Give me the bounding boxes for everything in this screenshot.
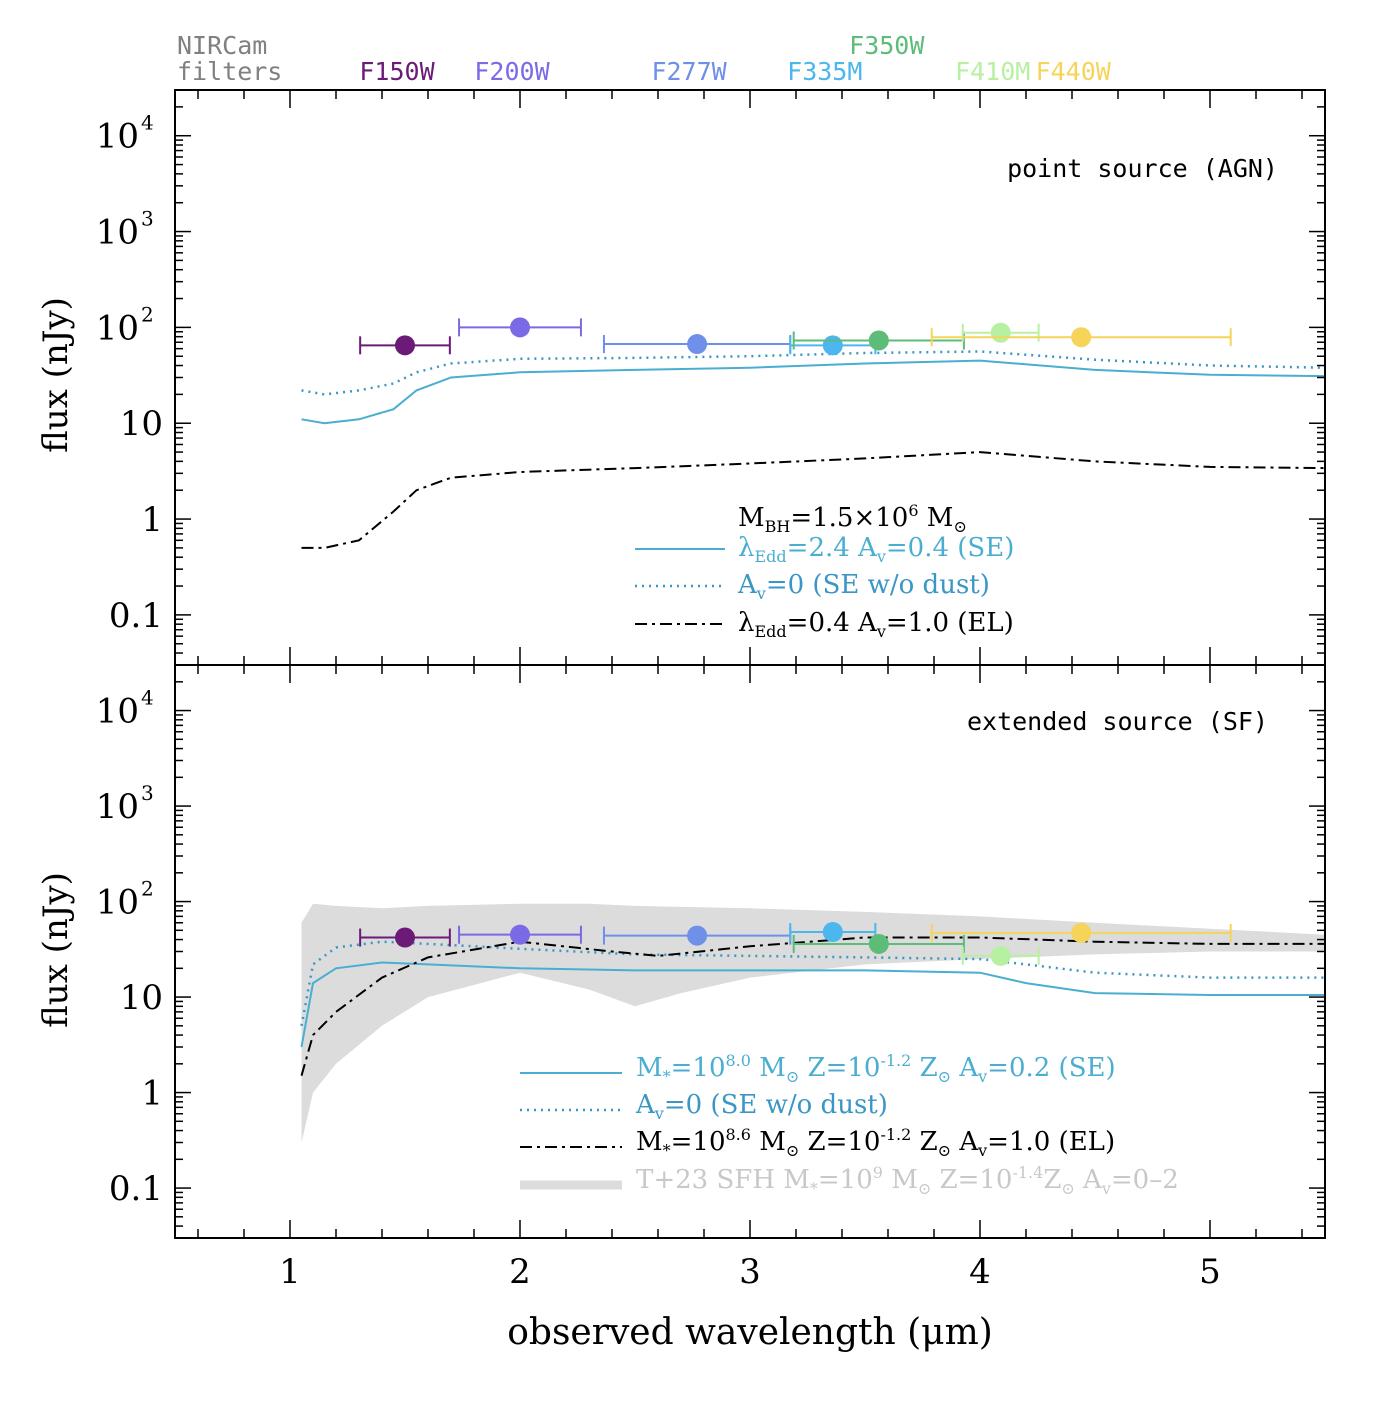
filter-header-line2: filters [177, 57, 282, 86]
ytick-label: 10 [96, 883, 139, 923]
bottom-xticks: 1 2 3 4 5 [197, 665, 1303, 1292]
top-series [301, 350, 1326, 549]
ytick-label: 10 [96, 117, 139, 157]
photometry-point [868, 330, 889, 351]
photometry-point [395, 335, 415, 356]
ytick-label: 0.1 [109, 596, 163, 636]
series-dotted-line [301, 350, 1326, 396]
ytick-exponent: 3 [141, 781, 154, 805]
bottom-panel-title: extended source (SF) [967, 707, 1268, 736]
filter-label-f335m: F335M [787, 57, 862, 86]
sfh-range-band [301, 903, 1325, 1143]
filter-label-f150w: F150W [359, 57, 435, 86]
top-xticks [197, 90, 1303, 665]
t23-sfh-band [301, 903, 1325, 1143]
ytick-label: 10 [120, 978, 163, 1018]
photometry-point [990, 945, 1011, 966]
ytick-exponent: 3 [141, 207, 154, 231]
bottom-legend-label-se: M*=108.0 M⊙ Z=10-1.2 Z⊙ Av=0.2 (SE) [636, 1051, 1116, 1086]
filter-label-f440w: F440W [1036, 57, 1112, 86]
bottom-legend-label-dotted: Av=0 (SE w/o dust) [635, 1090, 888, 1123]
photometry-point [510, 924, 530, 945]
ytick-exponent: 2 [141, 302, 154, 326]
top-filter-photometry [359, 317, 1232, 356]
top-panel-background [175, 90, 1325, 665]
xtick-label: 4 [969, 1252, 991, 1292]
filter-header-line1: NIRCam [177, 31, 267, 60]
photometry-point [822, 922, 843, 943]
ytick-label: 10 [96, 692, 139, 732]
photometry-point [510, 317, 530, 338]
series-solid-line [300, 961, 1325, 1048]
top-legend-header: MBH=1.5×106 M⊙ [738, 501, 967, 536]
ytick-label: 10 [120, 404, 163, 444]
xtick-label: 5 [1199, 1252, 1221, 1292]
top-legend: MBH=1.5×106 M⊙ λEdd=2.4 Av=0.4 (SE) Av=0… [635, 501, 1014, 641]
photometry-point [687, 925, 708, 946]
ytick-label: 10 [96, 308, 139, 348]
series-dotted-line [300, 940, 1325, 1027]
photometry-point [868, 933, 889, 954]
ytick-exponent: 2 [141, 877, 154, 901]
xtick-label: 3 [739, 1252, 761, 1292]
bottom-ylabel: flux (nJy) [36, 872, 76, 1028]
top-legend-label-dotted: Av=0 (SE w/o dust) [737, 570, 990, 603]
ytick-exponent: 4 [141, 686, 154, 710]
photometry-point [395, 927, 415, 948]
xtick-label: 1 [279, 1252, 301, 1292]
photometry-point [1071, 922, 1092, 943]
top-legend-label-el: λEdd=0.4 Av=1.0 (EL) [738, 608, 1014, 641]
photometry-point [687, 334, 708, 355]
ytick-label: 1 [141, 1074, 163, 1114]
top-legend-label-se: λEdd=2.4 Av=0.4 (SE) [738, 533, 1014, 566]
ytick-label: 10 [96, 787, 139, 827]
ytick-exponent: 4 [141, 111, 154, 135]
photometry-point [822, 335, 843, 356]
top-ylabel: flux (nJy) [36, 297, 76, 453]
ytick-label: 1 [141, 500, 163, 540]
xtick-label: 2 [509, 1252, 531, 1292]
bottom-panel-frame [174, 664, 1326, 1239]
filter-label-f410m: F410M [955, 57, 1030, 86]
ytick-label: 0.1 [109, 1169, 163, 1209]
bottom-legend-label-band: T+23 SFH M*=109 M⊙ Z=10-1.4Z⊙ Av=0–2 [636, 1163, 1179, 1198]
bottom-legend: M*=108.0 M⊙ Z=10-1.2 Z⊙ Av=0.2 (SE) Av=0… [520, 1051, 1179, 1198]
series-solid-line [301, 359, 1326, 425]
ytick-label: 10 [96, 213, 139, 253]
filter-label-f350w: F350W [849, 31, 925, 60]
bottom-legend-label-el: M*=108.6 M⊙ Z=10-1.2 Z⊙ Av=1.0 (EL) [636, 1125, 1115, 1160]
bottom-filter-photometry [359, 922, 1232, 966]
photometry-point [1071, 327, 1092, 348]
filter-label-f200w: F200W [474, 57, 550, 86]
x-axis-label: observed wavelength (μm) [507, 1312, 993, 1353]
filter-header: NIRCam filters F150W F200W F277W F335MF350W… [177, 31, 1112, 86]
photometry-point [990, 322, 1011, 343]
filter-label-f277w: F277W [651, 57, 727, 86]
top-panel-title: point source (AGN) [1007, 154, 1278, 183]
